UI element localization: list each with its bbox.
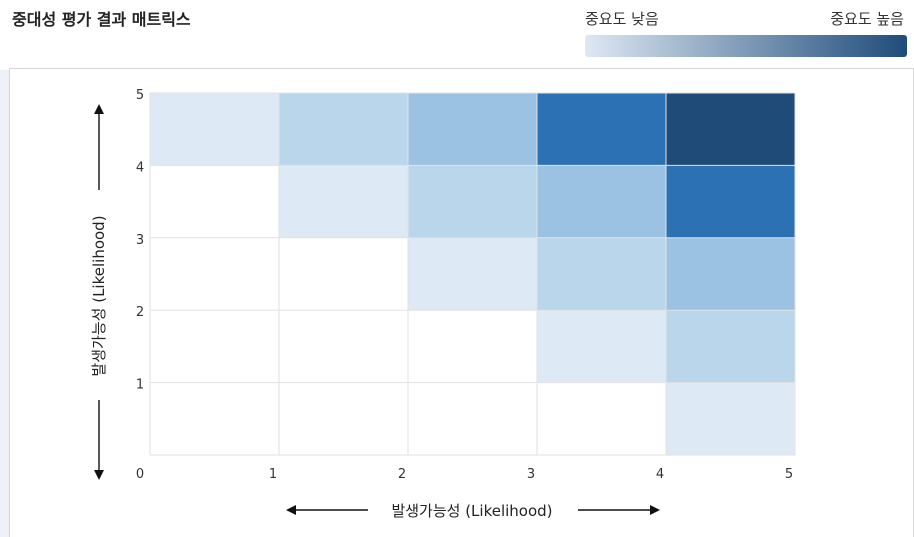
heatmap-cell xyxy=(279,237,408,311)
heatmap-cell xyxy=(537,310,666,383)
heatmap-cell xyxy=(279,382,408,455)
heatmap-cell xyxy=(666,310,795,383)
x-tick-label: 0 xyxy=(136,467,144,482)
heatmap-cell xyxy=(408,93,537,166)
heatmap-cell xyxy=(666,93,795,166)
heatmap-cell xyxy=(408,310,537,383)
heatmap-cell xyxy=(537,237,666,311)
left-edge-strip xyxy=(0,70,9,537)
heatmap-cell xyxy=(537,165,666,238)
x-tick-label: 2 xyxy=(398,467,406,482)
heatmap-cell xyxy=(150,382,279,455)
x-axis-arrow-right-head xyxy=(650,505,660,515)
heatmap-cell xyxy=(150,310,279,383)
heatmap-cell xyxy=(279,310,408,383)
x-axis-label: 발생가능성 (Likelihood) xyxy=(391,502,552,520)
chart-title: 중대성 평가 결과 매트릭스 xyxy=(12,10,191,29)
y-axis-arrow-up-head xyxy=(94,104,104,114)
heatmap-cell xyxy=(666,165,795,238)
y-axis-arrow-down-head xyxy=(94,470,104,480)
heatmap-cell xyxy=(408,237,537,311)
y-tick-label: 3 xyxy=(136,233,144,248)
heatmap-cell xyxy=(408,382,537,455)
legend-high-label: 중요도 높음 xyxy=(830,10,904,28)
heatmap-cell xyxy=(408,165,537,238)
heatmap-cell xyxy=(150,93,279,166)
y-axis-label: 발생가능성 (Likelihood) xyxy=(90,215,108,376)
heatmap-cell xyxy=(666,237,795,311)
x-tick-label: 4 xyxy=(656,467,664,482)
heatmap-cell xyxy=(537,93,666,166)
heatmap-cell xyxy=(537,382,666,455)
heatmap-cell xyxy=(666,382,795,455)
heatmap-cell xyxy=(150,165,279,238)
x-tick-label: 1 xyxy=(269,467,277,482)
legend-gradient-bar xyxy=(585,35,907,57)
heatmap-cell xyxy=(279,93,408,166)
y-tick-label: 2 xyxy=(136,305,144,320)
y-tick-label: 4 xyxy=(136,160,144,175)
heatmap-cell xyxy=(150,237,279,311)
x-tick-label: 5 xyxy=(785,467,793,482)
heatmap-cell xyxy=(279,165,408,238)
y-tick-label: 1 xyxy=(136,378,144,393)
x-tick-label: 3 xyxy=(527,467,535,482)
legend-low-label: 중요도 낮음 xyxy=(585,10,659,28)
y-tick-label: 5 xyxy=(136,88,144,103)
x-axis-arrow-left-head xyxy=(286,505,296,515)
